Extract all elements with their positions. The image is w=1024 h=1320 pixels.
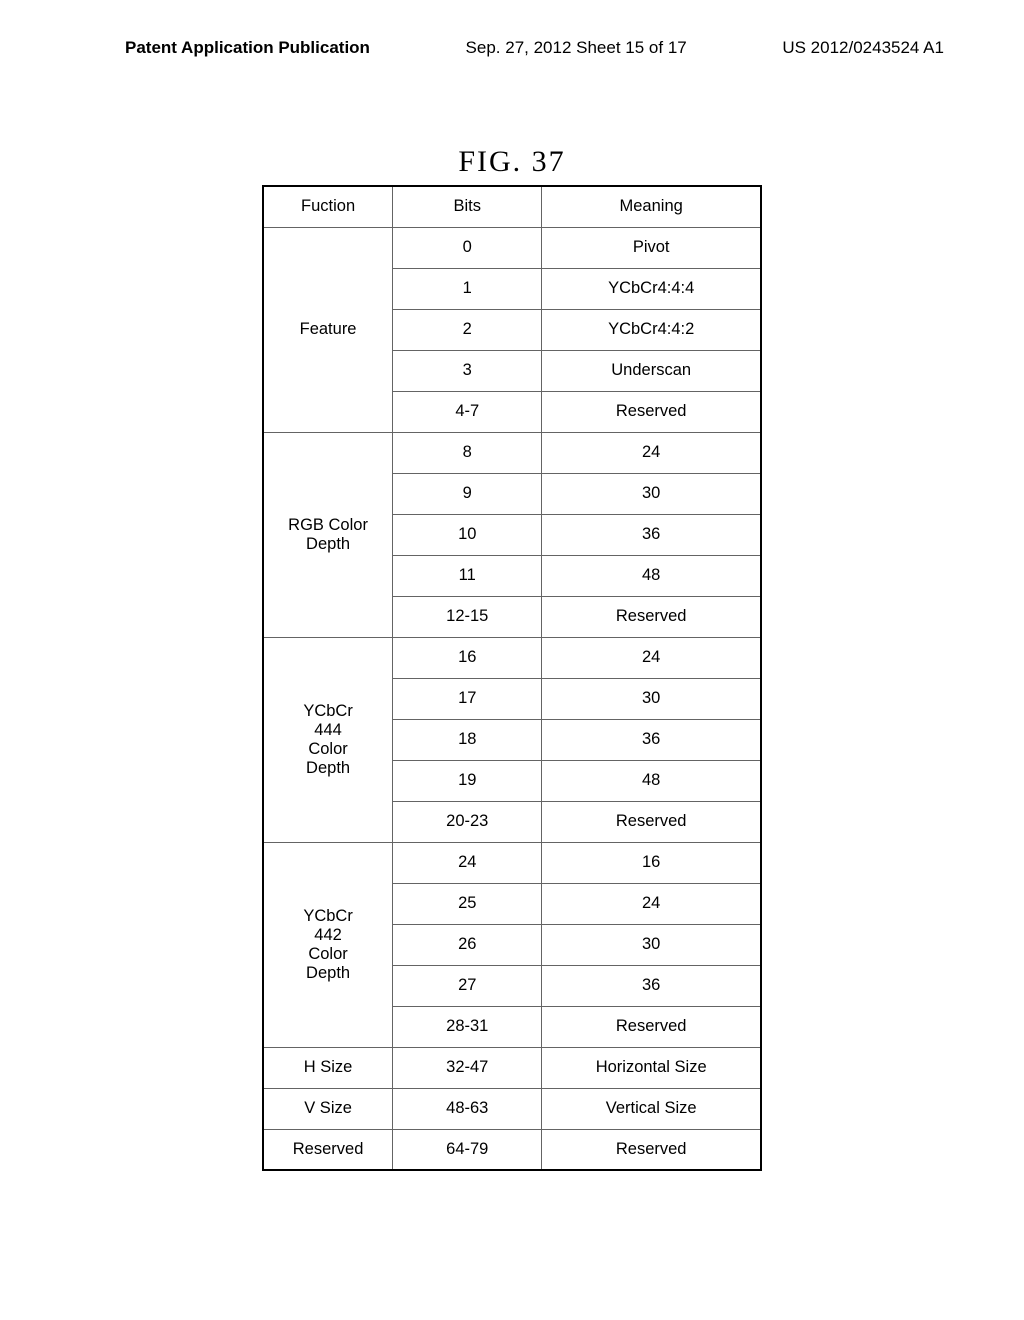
meaning-cell: Vertical Size [542, 1088, 761, 1129]
meaning-cell: 30 [542, 678, 761, 719]
bits-cell: 25 [393, 883, 542, 924]
meaning-cell: 48 [542, 555, 761, 596]
function-cell: V Size [263, 1088, 393, 1129]
bits-cell: 64-79 [393, 1129, 542, 1170]
meaning-cell: Reserved [542, 1006, 761, 1047]
function-cell: RGB Color Depth [263, 432, 393, 637]
header-bits: Bits [393, 186, 542, 227]
table-row: H Size32-47Horizontal Size [263, 1047, 761, 1088]
bits-cell: 2 [393, 309, 542, 350]
bits-cell: 28-31 [393, 1006, 542, 1047]
bits-cell: 24 [393, 842, 542, 883]
meaning-cell: 24 [542, 883, 761, 924]
bits-cell: 18 [393, 719, 542, 760]
bits-cell: 20-23 [393, 801, 542, 842]
function-cell: Feature [263, 227, 393, 432]
meaning-cell: Reserved [542, 1129, 761, 1170]
function-cell: H Size [263, 1047, 393, 1088]
meaning-cell: 36 [542, 719, 761, 760]
bits-cell: 19 [393, 760, 542, 801]
meaning-cell: 24 [542, 432, 761, 473]
function-cell: YCbCr 444 Color Depth [263, 637, 393, 842]
meaning-cell: 16 [542, 842, 761, 883]
bits-cell: 0 [393, 227, 542, 268]
function-cell: Reserved [263, 1129, 393, 1170]
header-right: US 2012/0243524 A1 [782, 38, 944, 58]
meaning-cell: YCbCr4:4:4 [542, 268, 761, 309]
bits-cell: 12-15 [393, 596, 542, 637]
bits-cell: 16 [393, 637, 542, 678]
bits-cell: 48-63 [393, 1088, 542, 1129]
figure-title: FIG. 37 [0, 145, 1024, 179]
table-container: FuctionBitsMeaningFeature0Pivot1YCbCr4:4… [262, 185, 762, 1171]
meaning-cell: 36 [542, 514, 761, 555]
meaning-cell: Horizontal Size [542, 1047, 761, 1088]
header-function: Fuction [263, 186, 393, 227]
bits-cell: 3 [393, 350, 542, 391]
function-cell: YCbCr 442 Color Depth [263, 842, 393, 1047]
table-row: YCbCr 442 Color Depth2416 [263, 842, 761, 883]
meaning-cell: Underscan [542, 350, 761, 391]
table-row: Reserved64-79Reserved [263, 1129, 761, 1170]
bits-cell: 17 [393, 678, 542, 719]
table-row: YCbCr 444 Color Depth1624 [263, 637, 761, 678]
meaning-cell: Reserved [542, 391, 761, 432]
bits-cell: 1 [393, 268, 542, 309]
meaning-cell: 30 [542, 473, 761, 514]
header-center: Sep. 27, 2012 Sheet 15 of 17 [466, 38, 687, 58]
bits-cell: 11 [393, 555, 542, 596]
meaning-cell: 30 [542, 924, 761, 965]
bits-cell: 26 [393, 924, 542, 965]
bits-cell: 27 [393, 965, 542, 1006]
meaning-cell: YCbCr4:4:2 [542, 309, 761, 350]
table-header-row: FuctionBitsMeaning [263, 186, 761, 227]
bits-cell: 8 [393, 432, 542, 473]
meaning-cell: 24 [542, 637, 761, 678]
meaning-cell: 36 [542, 965, 761, 1006]
table-row: V Size48-63Vertical Size [263, 1088, 761, 1129]
bits-cell: 10 [393, 514, 542, 555]
table-row: Feature0Pivot [263, 227, 761, 268]
bits-cell: 32-47 [393, 1047, 542, 1088]
meaning-cell: Reserved [542, 596, 761, 637]
header-left: Patent Application Publication [125, 38, 370, 58]
data-table: FuctionBitsMeaningFeature0Pivot1YCbCr4:4… [262, 185, 762, 1171]
table-row: RGB Color Depth824 [263, 432, 761, 473]
meaning-cell: Reserved [542, 801, 761, 842]
header-meaning: Meaning [542, 186, 761, 227]
meaning-cell: 48 [542, 760, 761, 801]
bits-cell: 4-7 [393, 391, 542, 432]
bits-cell: 9 [393, 473, 542, 514]
page-header: Patent Application Publication Sep. 27, … [0, 0, 1024, 70]
meaning-cell: Pivot [542, 227, 761, 268]
